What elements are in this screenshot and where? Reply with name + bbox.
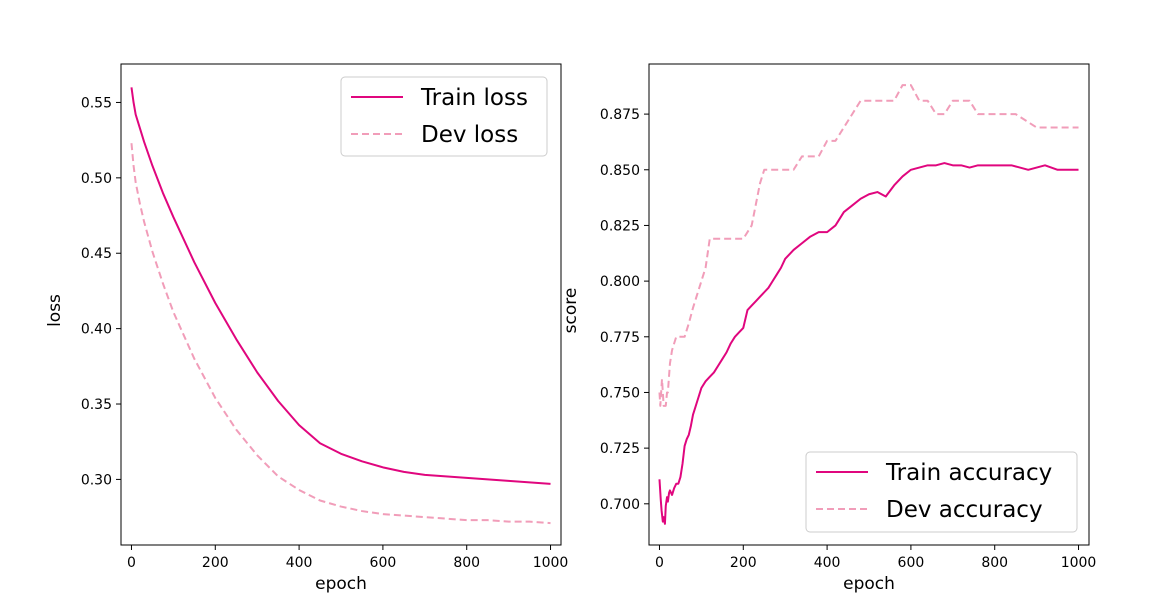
loss-x-tick-label: 400 bbox=[286, 555, 313, 571]
accuracy-y-tick-label: 0.725 bbox=[600, 441, 640, 457]
accuracy-y-tick-label: 0.775 bbox=[600, 330, 640, 346]
loss-y-tick-label: 0.40 bbox=[81, 322, 112, 338]
accuracy-y-tick-label: 0.875 bbox=[600, 107, 640, 123]
accuracy-plot-frame bbox=[648, 63, 1090, 546]
loss-y-tick-label: 0.50 bbox=[81, 171, 112, 187]
loss-y-tick-label: 0.30 bbox=[81, 472, 112, 488]
accuracy-legend-box bbox=[805, 451, 1078, 533]
loss-x-axis-label: epoch bbox=[315, 574, 367, 594]
loss-y-tick-label: 0.45 bbox=[81, 246, 112, 262]
accuracy-legend-label-dev: Dev accuracy bbox=[886, 497, 1043, 523]
loss-chart: 0 200 400 600 800 1000 0.30 0.35 0.40 0.45 0.50 0.5… bbox=[45, 63, 569, 594]
accuracy-x-tick-label: 0 bbox=[655, 555, 664, 571]
accuracy-y-tick-label: 0.750 bbox=[600, 385, 640, 401]
accuracy-y-tick-label: 0.800 bbox=[600, 274, 640, 290]
loss-x-tick-label: 600 bbox=[370, 555, 397, 571]
loss-y-tick-label: 0.35 bbox=[81, 397, 112, 413]
loss-x-tick-label: 0 bbox=[127, 555, 136, 571]
accuracy-x-tick-label: 400 bbox=[814, 555, 841, 571]
loss-x-tick-label: 200 bbox=[202, 555, 229, 571]
accuracy-y-axis-label: score bbox=[561, 288, 581, 334]
loss-plot-frame bbox=[120, 63, 562, 546]
accuracy-x-tick-label: 800 bbox=[981, 555, 1008, 571]
loss-x-tick-label: 1000 bbox=[533, 555, 569, 571]
loss-x-tick-label: 800 bbox=[453, 555, 480, 571]
loss-y-tick-label: 0.55 bbox=[81, 95, 112, 111]
accuracy-y-tick-label: 0.700 bbox=[600, 497, 640, 513]
accuracy-x-tick-label: 200 bbox=[730, 555, 757, 571]
accuracy-y-tick-label: 0.850 bbox=[600, 163, 640, 179]
loss-y-axis-label: loss bbox=[45, 294, 65, 327]
accuracy-y-tick-label: 0.825 bbox=[600, 218, 640, 234]
accuracy-x-axis-label: epoch bbox=[843, 574, 895, 594]
loss-series-train-line bbox=[130, 87, 551, 485]
loss-legend-label-dev: Dev loss bbox=[421, 122, 518, 148]
loss-series-layer bbox=[130, 87, 551, 525]
accuracy-legend: Train accuracy Dev accuracy bbox=[805, 451, 1078, 533]
accuracy-x-tick-label: 600 bbox=[898, 555, 925, 571]
loss-ticks-layer: 0 200 400 600 800 1000 0.30 0.35 0.40 0.45 0.50 0.5… bbox=[81, 95, 569, 571]
accuracy-x-tick-label: 1000 bbox=[1061, 555, 1097, 571]
accuracy-series-layer bbox=[658, 84, 1079, 525]
accuracy-legend-label-train: Train accuracy bbox=[885, 460, 1052, 486]
accuracy-chart: 0 200 400 600 800 1000 0.700 0.725 0.750 0.775 0.8… bbox=[561, 63, 1096, 594]
accuracy-series-train-line bbox=[658, 162, 1079, 525]
loss-legend-label-train: Train loss bbox=[420, 85, 528, 111]
accuracy-ticks-layer: 0 200 400 600 800 1000 0.700 0.725 0.750 0.775 0.8… bbox=[600, 107, 1096, 571]
loss-series-dev-line bbox=[130, 143, 551, 525]
loss-legend: Train loss Dev loss bbox=[340, 76, 548, 157]
